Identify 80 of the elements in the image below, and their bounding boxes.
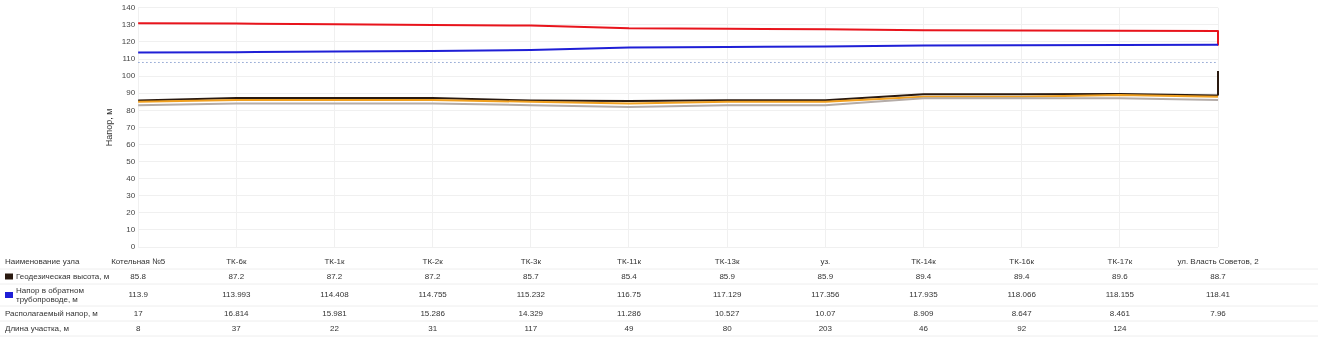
data-label: 89.4 [915, 271, 932, 281]
x-tick-label: ТК-6к [226, 256, 247, 266]
data-label: 116.75 [617, 290, 642, 300]
data-label: 88.7 [1210, 271, 1227, 281]
y-tick-label: 140 [121, 3, 136, 12]
y-tick-label: 10 [126, 225, 136, 235]
x-tick-label: ТК-13к [714, 256, 740, 266]
data-label: 89.4 [1013, 271, 1030, 281]
y-tick-label: 80 [126, 105, 136, 115]
y-tick-label: 40 [126, 173, 136, 183]
y-tick-label: 130 [121, 20, 136, 30]
data-label: 113.9 [128, 290, 149, 300]
x-tick-label: ул. Власть Советов, 2 [1177, 256, 1260, 266]
text: 92 [1017, 323, 1027, 333]
y-axis-title: Напор, м [103, 108, 114, 147]
text: 15.981 [322, 308, 348, 318]
x-tick-label: ТК-14к [911, 256, 937, 266]
legend-label: Геодезическая высота, м [16, 271, 110, 281]
data-label: 85.9 [817, 271, 834, 281]
text: 10.07 [815, 308, 836, 318]
data-label: 115.232 [516, 290, 546, 300]
text: 124 [1113, 323, 1128, 333]
x-axis-title: Наименование узла [5, 256, 80, 266]
y-tick-label: 30 [126, 190, 136, 200]
text: 22 [330, 323, 340, 333]
text: Длина участка, м [5, 323, 69, 333]
text: 8.461 [1109, 308, 1131, 318]
data-label: 85.7 [523, 271, 540, 281]
data-label: 114.408 [320, 290, 350, 300]
text: 15.286 [420, 308, 446, 318]
text: 11.286 [617, 308, 642, 318]
data-label: 85.9 [719, 271, 736, 281]
data-label: 87.2 [326, 271, 343, 281]
y-tick-label: 90 [126, 88, 136, 98]
x-tick-label: уз. [820, 256, 831, 266]
text: 31 [428, 323, 438, 333]
x-tick-label: ТК-11к [616, 256, 642, 266]
y-tick-label: 120 [121, 37, 136, 47]
text: 46 [919, 323, 929, 333]
data-label: 118.066 [1007, 290, 1037, 300]
y-tick-label: 70 [126, 122, 136, 132]
data-label: 85.8 [130, 271, 147, 281]
text: 49 [624, 323, 634, 333]
y-tick-label: 110 [122, 54, 136, 64]
data-label: 118.155 [1105, 290, 1135, 300]
x-tick-label: ТК-16к [1009, 256, 1035, 266]
y-tick-label: 20 [126, 208, 136, 218]
x-tick-label: ТК-3к [520, 256, 542, 266]
text: Располагаемый напор, м [5, 308, 98, 318]
text: 16.814 [224, 308, 250, 318]
y-tick-label: 100 [121, 71, 136, 81]
data-label: 87.2 [424, 271, 441, 281]
text: 14.329 [518, 308, 544, 318]
x-tick-label: ТК-17к [1107, 256, 1133, 266]
legend-label: Напор в обратном трубопроводе, м [16, 285, 84, 304]
data-label: 89.6 [1112, 271, 1129, 281]
y-tick-label: 0 [130, 242, 136, 252]
text: 117 [524, 323, 538, 333]
text: 203 [818, 323, 833, 333]
data-label: 117.129 [712, 290, 742, 300]
data-label: 85.4 [621, 271, 638, 281]
text: 80 [722, 323, 733, 333]
data-label: 114.755 [418, 290, 448, 300]
text: 7.96 [1210, 308, 1227, 318]
x-tick-label: ТК-1к [324, 256, 346, 266]
y-tick-label: 50 [126, 156, 136, 166]
data-label: 118.41 [1206, 290, 1231, 300]
text: 8.909 [913, 308, 935, 318]
text: 17 [133, 308, 144, 318]
data-label: 117.356 [811, 290, 841, 300]
x-tick-label: Котельная №5 [111, 256, 166, 266]
text: 10.527 [714, 308, 740, 318]
y-tick-label: 60 [126, 139, 136, 149]
text: 37 [231, 323, 242, 333]
data-label: 87.2 [228, 271, 245, 281]
text: 8.647 [1011, 308, 1033, 318]
data-label: 113.993 [222, 290, 252, 300]
data-label: 117.935 [909, 290, 939, 300]
x-tick-label: ТК-2к [422, 256, 444, 266]
text: 8 [135, 323, 141, 333]
